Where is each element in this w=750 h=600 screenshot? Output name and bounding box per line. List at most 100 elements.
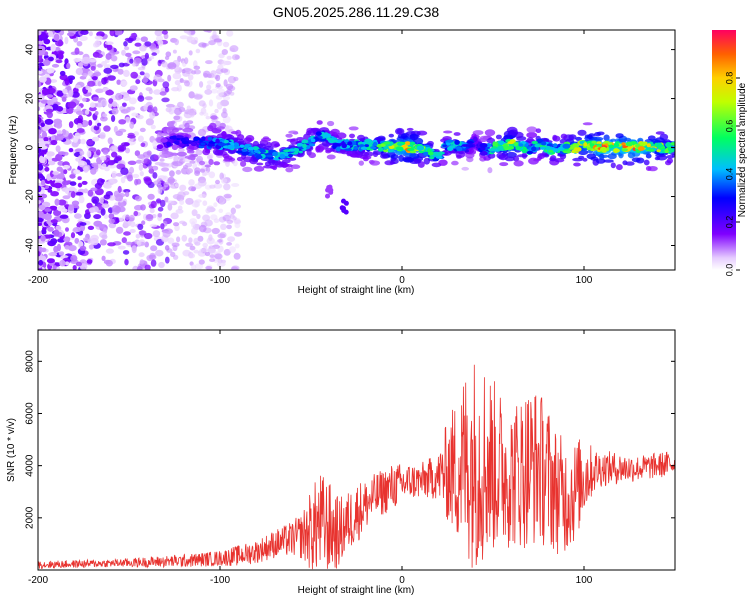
noise-blob [206,73,212,79]
noise-blob [171,87,180,92]
noise-blob [106,44,113,51]
noise-blob [90,65,96,71]
noise-blob [182,165,189,169]
ridge-point [507,141,515,145]
noise-blob [99,132,106,140]
noise-blob [170,251,176,257]
spectrogram-y-label: Frequency (Hz) [8,116,19,185]
ridge-point [540,146,546,150]
x-tick-label: 100 [576,575,593,586]
noise-blob [230,207,236,215]
ridge-point [336,146,341,152]
noise-blob [195,48,201,54]
noise-blob [58,199,67,206]
noise-blob [153,180,162,186]
noise-blob [79,35,88,42]
noise-blob [57,238,66,243]
noise-blob [38,40,44,45]
noise-blob [94,182,103,189]
noise-blob [59,214,69,219]
noise-blob [162,230,171,238]
noise-blob [174,38,180,46]
noise-blob [217,88,226,96]
ridge-halo [173,127,184,131]
noise-blob [179,220,186,225]
ridge-point [353,145,359,150]
noise-blob [100,208,106,216]
noise-blob [163,181,169,188]
ridge-point [479,151,488,156]
noise-blob [198,193,207,198]
noise-blob [216,261,226,267]
noise-blob [56,166,63,172]
noise-blob [40,235,46,242]
noise-blob [81,56,91,64]
noise-blob [235,204,241,209]
noise-blob [50,219,58,224]
noise-blob [72,137,79,143]
x-tick-label: 0 [399,275,405,286]
ridge-point [423,151,430,156]
noise-blob [178,148,185,153]
noise-blob [52,171,59,176]
ridge-point [166,141,172,147]
noise-blob [62,195,71,200]
noise-blob [48,252,58,257]
noise-blob [177,101,184,108]
noise-blob [171,242,180,248]
noise-blob [229,45,239,53]
noise-blob [107,160,115,166]
noise-blob [225,83,234,90]
colorbar-tick-label: 0.2 [724,216,734,229]
ridge-halo [270,141,280,148]
noise-blob [38,141,46,149]
ridge-halo [326,154,336,160]
ridge-point [579,140,585,145]
ridge-point [497,146,504,151]
noise-blob [101,163,107,169]
spur-point [328,189,334,195]
y-tick-label: 8000 [25,350,36,373]
noise-blob [188,50,193,56]
noise-blob [55,153,63,162]
noise-blob [155,249,164,257]
noise-blob [129,97,137,105]
ridge-halo [643,159,650,166]
ridge-halo [645,166,652,171]
ridge-halo [242,166,253,173]
noise-blob [66,62,71,69]
ridge-point [454,139,460,145]
ridge-halo [267,159,279,164]
ridge-point [294,148,299,152]
noise-blob [63,236,71,242]
noise-blob [173,155,179,163]
noise-blob [191,209,198,217]
noise-blob [38,70,43,75]
x-tick-label: -200 [28,275,48,286]
noise-blob [215,94,223,100]
noise-blob [124,46,130,51]
noise-blob [231,183,240,187]
noise-blob [46,173,51,181]
noise-blob [185,242,194,247]
noise-blob [174,183,180,187]
noise-blob [51,63,60,68]
noise-blob [194,167,201,174]
ridge-point [531,140,538,145]
ridge-point [589,143,595,147]
noise-blob [87,70,93,77]
noise-blob [63,169,68,175]
x-tick-label: 0 [399,575,405,586]
ridge-point [160,137,168,143]
noise-blob [86,259,93,264]
noise-blob [121,49,126,56]
noise-blob [76,41,83,47]
noise-blob [203,246,208,253]
ridge-halo [586,153,597,160]
noise-blob [123,41,128,47]
noise-blob [93,125,100,131]
snr-marks [38,364,675,570]
noise-blob [102,113,108,118]
noise-blob [80,224,86,232]
noise-blob [117,68,124,75]
